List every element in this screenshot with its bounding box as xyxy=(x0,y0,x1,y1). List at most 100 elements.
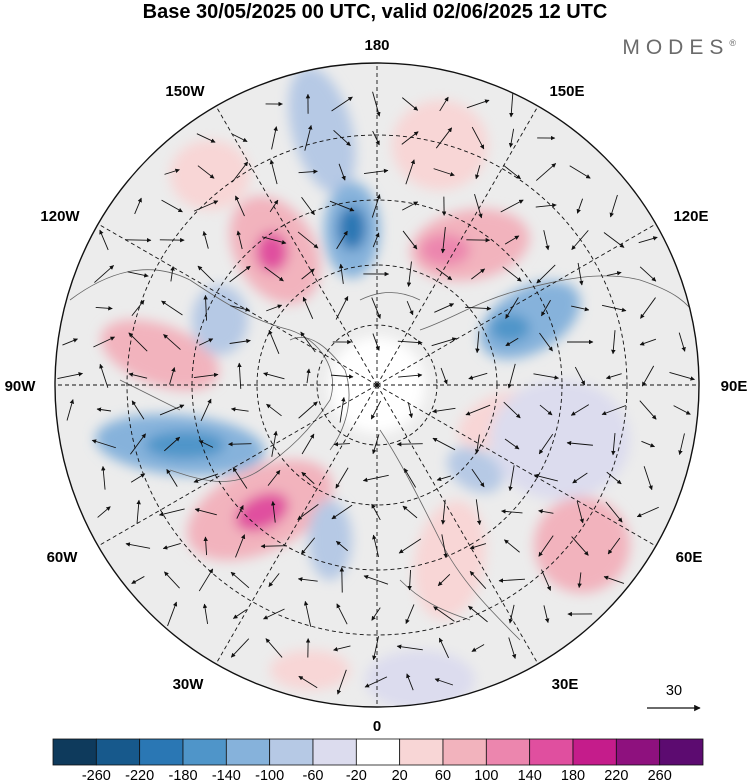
reference-vector-label: 30 xyxy=(666,683,682,699)
wind-vector xyxy=(339,566,345,593)
colorbar-swatch xyxy=(95,738,141,766)
colorbar-swatch xyxy=(615,738,661,766)
wind-vector xyxy=(371,297,381,319)
anomaly-patch xyxy=(256,232,288,272)
wind-vector xyxy=(504,539,520,553)
wind-vector xyxy=(194,508,217,516)
lon-label-60e: 60E xyxy=(676,549,703,566)
wind-vector xyxy=(431,337,457,347)
wind-vector xyxy=(371,607,381,621)
wind-vector xyxy=(331,504,353,520)
wind-vector xyxy=(230,407,249,412)
wind-vector xyxy=(331,96,353,112)
wind-vector xyxy=(372,333,380,351)
meridian-line xyxy=(376,384,657,547)
colorbar-tick-label: -20 xyxy=(346,768,367,783)
colorbar-tick-label: 140 xyxy=(518,768,542,783)
wind-vector xyxy=(407,569,412,591)
colorbar-tick-label: 20 xyxy=(392,768,408,783)
wind-vector xyxy=(230,571,250,589)
wind-vector xyxy=(601,304,627,313)
wind-vector xyxy=(198,568,214,592)
wind-vector xyxy=(603,575,625,584)
anomaly-patch xyxy=(270,650,350,690)
wind-vector xyxy=(198,338,214,346)
wind-vector xyxy=(131,576,145,584)
wind-vector xyxy=(474,193,483,219)
anomaly-patch xyxy=(534,497,630,593)
wind-vector xyxy=(535,163,557,181)
wind-vector xyxy=(536,264,556,284)
meridian-line xyxy=(97,223,378,386)
wind-vector xyxy=(640,297,656,319)
map-title: Base 30/05/2025 00 UTC, valid 02/06/2025… xyxy=(142,1,608,23)
wind-vector xyxy=(193,372,219,379)
wind-vector xyxy=(163,436,181,452)
colorbar-swatch xyxy=(182,738,227,766)
colorbar-swatch xyxy=(225,738,271,766)
coastline xyxy=(69,269,333,482)
wind-vector xyxy=(268,329,280,355)
wind-vector xyxy=(333,441,350,447)
anomaly-patch xyxy=(365,650,475,707)
wind-vector xyxy=(131,299,145,317)
wind-vector xyxy=(439,96,449,112)
wind-vector xyxy=(673,405,691,415)
wind-vector xyxy=(466,99,490,109)
wind-vector xyxy=(336,230,348,250)
wind-vector xyxy=(372,130,380,146)
wind-vector xyxy=(398,538,422,554)
wind-vector xyxy=(535,203,557,208)
colorbar: -260 -220 -180 -140 -100 -60 -20 20 60 100 140 180 2… xyxy=(52,738,704,783)
colorbar-swatch xyxy=(529,738,574,766)
wind-vector xyxy=(606,271,622,276)
wind-vector xyxy=(508,465,515,492)
wind-vector xyxy=(503,401,521,419)
colorbar-swatch xyxy=(659,738,704,766)
wind-vector xyxy=(229,338,251,344)
colorbar-tick-label: -100 xyxy=(255,768,284,783)
wind-vector xyxy=(131,400,145,420)
wind-vector xyxy=(502,266,522,282)
wind-vector xyxy=(475,331,480,354)
anomaly-patch xyxy=(447,447,503,493)
wind-vector xyxy=(261,236,287,245)
wind-vector xyxy=(136,499,141,524)
wind-vectors xyxy=(57,91,695,695)
wind-vector xyxy=(539,332,553,352)
wind-vector xyxy=(435,267,453,281)
wind-vector xyxy=(465,404,491,416)
wind-vector xyxy=(232,133,248,143)
wind-vector xyxy=(539,404,553,416)
lon-label-0: 0 xyxy=(373,718,381,735)
wind-vector xyxy=(533,373,559,380)
wind-vector xyxy=(432,407,456,414)
wind-vector xyxy=(468,372,488,380)
wind-vector xyxy=(301,471,315,485)
wind-vector xyxy=(440,227,446,254)
colorbar-swatch xyxy=(139,738,184,766)
colorbar-swatch xyxy=(312,738,357,766)
wind-vector xyxy=(62,338,78,346)
wind-vector xyxy=(434,303,455,313)
colorbar-tick-label: -180 xyxy=(168,768,197,783)
wind-vector xyxy=(503,164,521,180)
lon-label-120e: 120E xyxy=(673,208,708,225)
wind-vector xyxy=(125,542,151,549)
wind-vector xyxy=(440,367,448,385)
wind-vector xyxy=(669,372,695,381)
wind-vector xyxy=(196,133,216,143)
wind-vector xyxy=(538,433,554,455)
wind-vector xyxy=(402,201,419,211)
lon-label-180: 180 xyxy=(364,37,389,54)
wind-vector xyxy=(471,126,485,150)
wind-vector xyxy=(167,601,178,627)
meridian-line xyxy=(376,384,539,665)
anomaly-patch xyxy=(490,314,530,342)
wind-vector xyxy=(301,268,315,280)
wind-vector xyxy=(605,501,623,523)
wind-vector xyxy=(297,503,319,521)
coastline xyxy=(379,429,521,641)
wind-vector xyxy=(338,263,344,284)
wind-vector xyxy=(569,165,591,179)
